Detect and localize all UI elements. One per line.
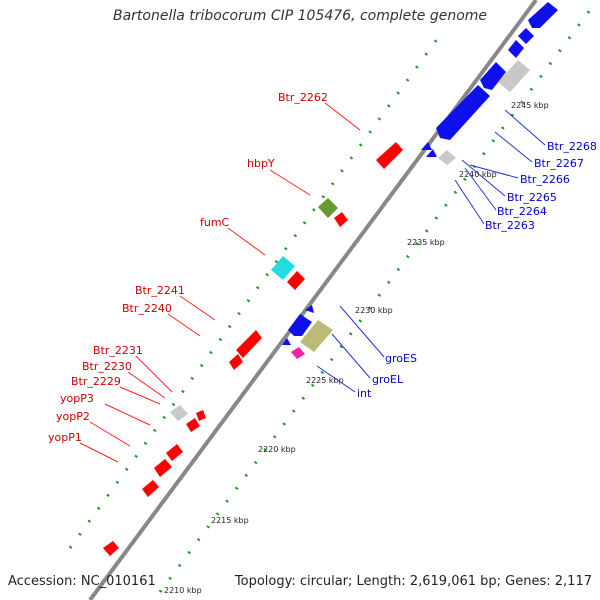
gene-forward [196,410,206,421]
gene-forward [186,418,200,432]
callout-btr-2231 [135,355,173,393]
tick-label: 2210 kbp [164,586,202,595]
label-yopp3: yopP3 [60,392,94,405]
reverse-labels: Btr_2268 Btr_2267 Btr_2266 Btr_2265 Btr_… [357,140,597,400]
gene-reverse [282,338,291,345]
tick-label: 2235 kbp [407,238,445,247]
label-btr-2230: Btr_2230 [82,360,132,373]
label-btr-2267: Btr_2267 [534,157,584,170]
gene-reverse [508,40,524,58]
tick-row-outer [68,34,442,549]
label-btr-2229: Btr_2229 [71,375,121,388]
reverse-genes [282,2,558,345]
label-btr-2231: Btr_2231 [93,344,143,357]
gene-forward [154,459,172,477]
callout-groel [331,333,371,379]
gene-reverse [305,305,314,313]
genome-backbone [88,0,538,600]
label-yopp1: yopP1 [48,431,82,444]
gene-reverse [528,2,558,28]
gene-hbpY-block [318,198,338,218]
callout-btr-2240 [167,313,201,337]
forward-labels: Btr_2262 hbpY fumC Btr_2241 Btr_2240 Btr… [48,91,328,444]
callout-btr-2263 [454,179,485,225]
forward-genes [103,142,403,556]
callout-btr-2267 [494,131,533,163]
label-btr-2241: Btr_2241 [135,284,185,297]
genome-summary: Topology: circular; Length: 2,619,061 bp… [234,574,592,589]
callout-btr-2268 [504,109,546,146]
callout-groes [339,305,385,358]
gene-fumC-block [271,256,295,280]
label-btr-2264: Btr_2264 [497,205,547,218]
gene-reverse [288,314,312,336]
gene-forward [287,271,305,290]
gene-forward [142,480,159,497]
reverse-callouts [316,109,546,393]
callout-yopp1 [79,442,119,463]
callout-int [316,365,356,393]
gene-forward [229,354,243,370]
gene-forward [103,541,119,556]
gene-reverse [426,149,437,157]
label-hbpy: hbpY [247,157,275,170]
tick-label: 2220 kbp [258,445,296,454]
callout-yopp3 [104,403,151,426]
gene-grey [498,60,530,92]
tick-label: 2215 kbp [211,516,249,525]
callout-btr-2230 [127,371,166,399]
label-btr-2266: Btr_2266 [520,173,570,186]
forward-callouts [79,102,361,463]
callout-btr-2241 [179,295,216,321]
callout-btr-2265 [461,159,506,197]
label-btr-2263: Btr_2263 [485,219,535,232]
callout-btr-2262 [324,102,361,131]
tick-row-inner [158,9,592,593]
callout-hbpy [269,169,311,196]
gene-forward [376,142,403,169]
callout-btr-2229 [119,386,161,405]
gene-reverse [421,142,432,150]
gene-grey [438,150,456,165]
accession-label: Accession: NC_010161 [8,574,156,589]
gene-grey [170,405,188,421]
callout-fumc [227,227,266,256]
callout-btr-2264 [464,167,497,211]
label-yopp2: yopP2 [56,410,90,423]
gene-forward [236,330,262,358]
tick-label: 2240 kbp [459,170,497,179]
label-btr-2262: Btr_2262 [278,91,328,104]
tick-label: 2245 kbp [511,101,549,110]
gene-forward [334,212,348,227]
map-title: Bartonella tribocorum CIP 105476, comple… [112,8,488,24]
label-btr-2265: Btr_2265 [507,191,557,204]
callout-yopp2 [89,421,131,447]
tick-label: 2230 kbp [355,306,393,315]
gene-reverse [436,85,490,140]
gene-reverse [518,28,534,44]
label-int: int [357,387,372,400]
label-fumc: fumC [200,216,230,229]
gene-forward [166,444,183,461]
label-groel: groEL [372,373,404,386]
callout-btr-2266 [469,164,519,179]
gene-groEL-block [300,320,333,352]
label-groes: groES [385,352,417,365]
label-btr-2240: Btr_2240 [122,302,172,315]
gene-magenta [291,347,305,359]
tick-label: 2225 kbp [306,376,344,385]
label-btr-2268: Btr_2268 [547,140,597,153]
gene-reverse [480,62,506,90]
